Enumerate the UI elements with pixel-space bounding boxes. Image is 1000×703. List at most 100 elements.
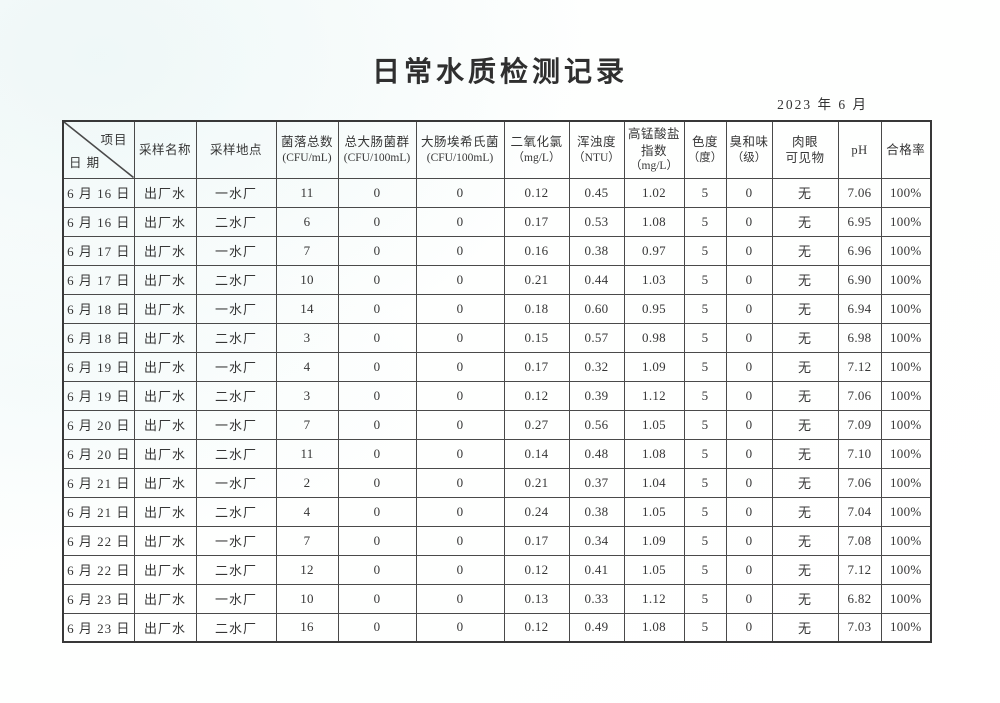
cell-pass-rate: 100% <box>880 264 932 295</box>
cell-total-coliform: 0 <box>337 351 417 382</box>
table-row: 6 月 17 日出厂水 一水厂 7 0 0 0.16 0.38 0.97 5 0 无 6.96 100% <box>62 235 932 266</box>
cell-turbidity: 0.38 <box>568 496 625 527</box>
cell-colony-count: 10 <box>275 583 339 614</box>
cell-chlorine-dioxide: 0.12 <box>503 177 570 208</box>
cell-ph: 7.08 <box>837 525 882 556</box>
cell-ph: 6.94 <box>837 293 882 324</box>
cell-pass-rate: 100% <box>880 612 932 643</box>
cell-date: 6 月 22 日 <box>62 525 135 556</box>
cell-chroma: 5 <box>683 438 727 469</box>
cell-ph: 6.98 <box>837 322 882 353</box>
cell-pass-rate: 100% <box>880 467 932 498</box>
cell-permanganate-index: 0.97 <box>623 235 685 266</box>
cell-chlorine-dioxide: 0.17 <box>503 351 570 382</box>
cell-odor: 0 <box>725 496 773 527</box>
cell-odor: 0 <box>725 264 773 295</box>
cell-permanganate-index: 1.12 <box>623 583 685 614</box>
cell-visible-matter: 无 <box>771 177 839 208</box>
cell-visible-matter: 无 <box>771 206 839 237</box>
cell-chroma: 5 <box>683 235 727 266</box>
cell-odor: 0 <box>725 525 773 556</box>
cell-total-coliform: 0 <box>337 554 417 585</box>
cell-sample-location: 二水厂 <box>195 438 277 469</box>
cell-permanganate-index: 1.04 <box>623 467 685 498</box>
cell-total-coliform: 0 <box>337 293 417 324</box>
cell-sample-name: 出厂水 <box>133 177 197 208</box>
cell-odor: 0 <box>725 351 773 382</box>
cell-turbidity: 0.38 <box>568 235 625 266</box>
cell-odor: 0 <box>725 206 773 237</box>
cell-turbidity: 0.48 <box>568 438 625 469</box>
cell-date: 6 月 21 日 <box>62 467 135 498</box>
cell-pass-rate: 100% <box>880 351 932 382</box>
cell-permanganate-index: 1.12 <box>623 380 685 411</box>
cell-permanganate-index: 1.09 <box>623 351 685 382</box>
cell-visible-matter: 无 <box>771 583 839 614</box>
cell-visible-matter: 无 <box>771 380 839 411</box>
cell-visible-matter: 无 <box>771 264 839 295</box>
cell-chroma: 5 <box>683 322 727 353</box>
cell-e-coli: 0 <box>415 438 505 469</box>
cell-sample-name: 出厂水 <box>133 554 197 585</box>
cell-colony-count: 11 <box>275 177 339 208</box>
col-header-chlorine-dioxide: 二氧化氯 （mg/L） <box>503 120 570 179</box>
cell-chroma: 5 <box>683 351 727 382</box>
cell-colony-count: 7 <box>275 525 339 556</box>
col-header-sample-name: 采样名称 <box>133 120 197 179</box>
cell-permanganate-index: 1.08 <box>623 438 685 469</box>
cell-sample-name: 出厂水 <box>133 264 197 295</box>
cell-sample-location: 一水厂 <box>195 177 277 208</box>
cell-date: 6 月 21 日 <box>62 496 135 527</box>
cell-ph: 7.12 <box>837 351 882 382</box>
cell-colony-count: 7 <box>275 409 339 440</box>
cell-e-coli: 0 <box>415 583 505 614</box>
table-row: 6 月 21 日出厂水 二水厂 4 0 0 0.24 0.38 1.05 5 0 无 7.04 100% <box>62 496 932 527</box>
table-row: 6 月 22 日出厂水 二水厂 12 0 0 0.12 0.41 1.05 5 0 无 7.12 100… <box>62 554 932 585</box>
cell-chlorine-dioxide: 0.21 <box>503 467 570 498</box>
cell-turbidity: 0.33 <box>568 583 625 614</box>
cell-date: 6 月 17 日 <box>62 264 135 295</box>
cell-total-coliform: 0 <box>337 322 417 353</box>
cell-visible-matter: 无 <box>771 496 839 527</box>
cell-colony-count: 3 <box>275 380 339 411</box>
cell-odor: 0 <box>725 612 773 643</box>
cell-permanganate-index: 1.08 <box>623 612 685 643</box>
cell-turbidity: 0.57 <box>568 322 625 353</box>
cell-ph: 7.03 <box>837 612 882 643</box>
cell-ph: 6.90 <box>837 264 882 295</box>
cell-sample-name: 出厂水 <box>133 496 197 527</box>
cell-sample-name: 出厂水 <box>133 438 197 469</box>
table-row: 6 月 20 日出厂水 二水厂 11 0 0 0.14 0.48 1.08 5 0 无 7.10 100… <box>62 438 932 469</box>
cell-chroma: 5 <box>683 409 727 440</box>
cell-visible-matter: 无 <box>771 612 839 643</box>
cell-sample-name: 出厂水 <box>133 235 197 266</box>
cell-date: 6 月 18 日 <box>62 322 135 353</box>
cell-ph: 7.06 <box>837 380 882 411</box>
cell-chlorine-dioxide: 0.21 <box>503 264 570 295</box>
page-title: 日常水质检测记录 <box>371 57 628 88</box>
cell-visible-matter: 无 <box>771 525 839 556</box>
cell-visible-matter: 无 <box>771 409 839 440</box>
cell-date: 6 月 20 日 <box>62 409 135 440</box>
cell-pass-rate: 100% <box>880 235 932 266</box>
cell-sample-location: 一水厂 <box>195 409 277 440</box>
cell-e-coli: 0 <box>415 409 505 440</box>
cell-turbidity: 0.56 <box>568 409 625 440</box>
cell-chlorine-dioxide: 0.17 <box>503 206 570 237</box>
cell-chlorine-dioxide: 0.27 <box>503 409 570 440</box>
cell-permanganate-index: 1.05 <box>623 554 685 585</box>
cell-ph: 7.10 <box>837 438 882 469</box>
cell-odor: 0 <box>725 322 773 353</box>
cell-odor: 0 <box>725 380 773 411</box>
cell-pass-rate: 100% <box>880 293 932 324</box>
cell-date: 6 月 17 日 <box>62 235 135 266</box>
table-row: 6 月 17 日出厂水 二水厂 10 0 0 0.21 0.44 1.03 5 0 无 6.90 100… <box>62 264 932 295</box>
cell-sample-location: 一水厂 <box>195 351 277 382</box>
cell-sample-location: 一水厂 <box>195 583 277 614</box>
cell-ph: 7.09 <box>837 409 882 440</box>
cell-colony-count: 14 <box>275 293 339 324</box>
cell-ph: 6.82 <box>837 583 882 614</box>
cell-pass-rate: 100% <box>880 380 932 411</box>
cell-chlorine-dioxide: 0.12 <box>503 554 570 585</box>
cell-chroma: 5 <box>683 177 727 208</box>
